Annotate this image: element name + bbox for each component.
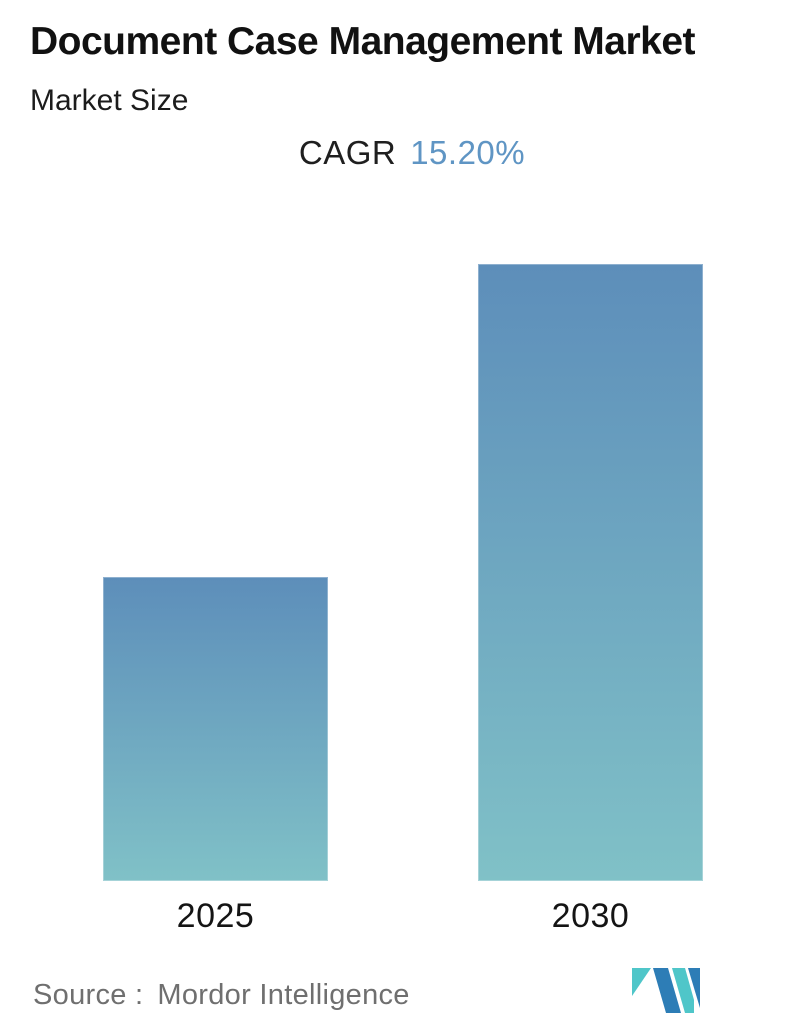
- bar-column-2030: 2030: [478, 264, 703, 935]
- cagr-label: CAGR: [298, 134, 397, 171]
- logo-teal-band: [672, 968, 694, 1013]
- logo-blue-band: [653, 968, 681, 1013]
- logo-teal-triangle: [632, 968, 651, 996]
- source-value: Mordor Intelligence: [157, 979, 410, 1011]
- mordor-intelligence-logo: [632, 968, 700, 1013]
- cagr-value: 15.20%: [410, 134, 526, 171]
- source-attribution: Source : Mordor Intelligence: [33, 979, 410, 1012]
- source-label: Source :: [33, 979, 144, 1011]
- bar-2025: [103, 577, 328, 881]
- bar-label-2025: 2025: [176, 897, 255, 935]
- bar-2030: [478, 264, 703, 881]
- cagr-annotation: CAGR 15.20%: [0, 134, 796, 172]
- plot-area: 2025 2030: [103, 264, 703, 935]
- bar-label-2030: 2030: [551, 897, 630, 935]
- page-title: Document Case Management Market: [30, 20, 696, 63]
- logo-blue-right: [688, 968, 700, 1008]
- chart-subtitle: Market Size: [30, 84, 189, 117]
- bar-column-2025: 2025: [103, 264, 328, 935]
